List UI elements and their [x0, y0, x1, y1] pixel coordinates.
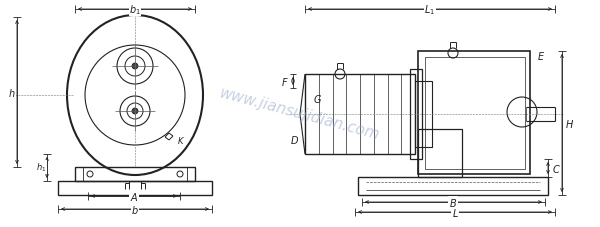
Text: $K$: $K$ — [177, 134, 185, 145]
Text: $D$: $D$ — [290, 133, 299, 145]
Text: $L_1$: $L_1$ — [424, 3, 436, 17]
Text: $C$: $C$ — [551, 162, 560, 174]
Bar — [305, 75, 415, 154]
Text: $H$: $H$ — [565, 118, 575, 129]
Bar — [415, 82, 432, 147]
Text: $B$: $B$ — [449, 196, 457, 208]
Text: www.jiansujidian.com: www.jiansujidian.com — [218, 85, 382, 142]
Text: $b_1$: $b_1$ — [129, 3, 141, 17]
Text: $b$: $b$ — [131, 203, 139, 215]
Bar — [358, 177, 548, 195]
Circle shape — [132, 109, 138, 114]
Text: $h$: $h$ — [8, 87, 16, 99]
Bar — [418, 52, 530, 174]
Bar — [418, 129, 462, 177]
Text: $F$: $F$ — [281, 76, 289, 88]
Text: $h_1$: $h_1$ — [36, 161, 46, 173]
Text: $G$: $G$ — [313, 93, 322, 105]
Circle shape — [132, 64, 138, 70]
Bar — [75, 167, 195, 181]
Bar — [58, 181, 212, 195]
Bar — [425, 58, 525, 169]
Text: $L$: $L$ — [452, 206, 458, 218]
Bar — [410, 70, 422, 159]
Text: $A$: $A$ — [130, 190, 138, 202]
Text: $E$: $E$ — [537, 50, 545, 62]
